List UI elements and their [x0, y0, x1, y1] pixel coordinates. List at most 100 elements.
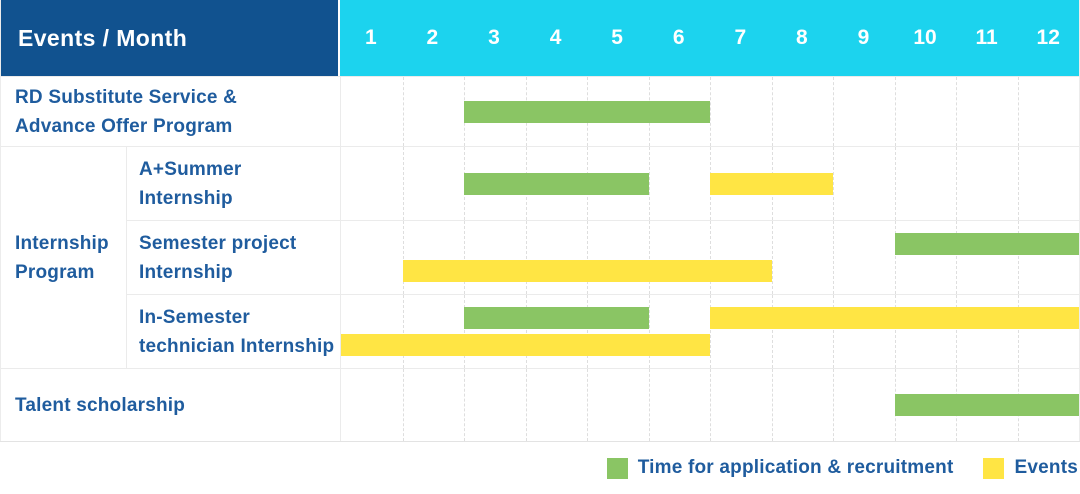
month-gridline [894, 77, 896, 146]
month-gridline [956, 295, 957, 368]
row-group-label-line: Program [15, 261, 95, 283]
month-header-2: 2 [426, 26, 439, 49]
month-header-12: 12 [1036, 26, 1060, 49]
gantt-row-a-plus-summer-internship [340, 146, 1079, 220]
bar-green-m3-m5 [464, 172, 649, 195]
month-gridline [648, 295, 650, 368]
row-label-in-semester-technician-internship: In-Semester technician Internship [126, 294, 341, 368]
gantt-row-rd-substitute-service [340, 76, 1079, 146]
row-label-line: In-Semester [139, 306, 250, 328]
legend-item-application: Time for application & recruitment [606, 457, 954, 479]
month-gridline [771, 77, 773, 146]
row-label-semester-project-internship: Semester project Internship [126, 220, 341, 294]
bar-yellow-m2-m7 [402, 260, 772, 282]
month-header-row: 1 2 3 4 5 6 7 8 9 10 11 12 [340, 0, 1079, 76]
month-gridline [771, 369, 773, 441]
row-label-line: Talent scholarship [15, 394, 186, 416]
month-header-11: 11 [975, 26, 998, 49]
row-group-label-line: Internship [15, 232, 109, 254]
month-gridline [648, 147, 650, 220]
bar-green-m3-m5 [464, 307, 649, 329]
row-label-line: RD Substitute Service & [15, 86, 238, 108]
bar-yellow-m7-m12 [710, 307, 1079, 329]
month-gridline [402, 369, 404, 441]
row-label-talent-scholarship: Talent scholarship [1, 368, 341, 441]
row-label-line: technician Internship [139, 335, 335, 357]
month-gridline [1017, 295, 1019, 368]
bar-green-m3-m6 [464, 100, 710, 123]
month-gridline [525, 221, 527, 294]
month-gridline [894, 147, 896, 220]
month-gridline [710, 77, 711, 146]
legend-label: Events [1014, 457, 1078, 478]
month-header-3: 3 [488, 26, 500, 49]
month-gridline [771, 295, 773, 368]
month-gridline [648, 221, 650, 294]
gantt-row-talent-scholarship [340, 368, 1079, 441]
legend-label: Time for application & recruitment [637, 457, 954, 478]
row-label-a-plus-summer-internship: A+Summer Internship [126, 146, 341, 220]
bar-green-m10-m12 [894, 233, 1079, 255]
month-header-10: 10 [913, 26, 937, 49]
chart-panel: 1 2 3 4 5 6 7 8 9 10 11 12 [340, 0, 1080, 441]
row-label-line: Internship [139, 261, 233, 283]
month-gridline [710, 295, 711, 368]
month-gridline [587, 369, 588, 441]
month-gridline [402, 221, 404, 294]
month-gridline [587, 295, 588, 368]
label-panel: Events / Month Internship Program RD Subst… [0, 0, 341, 441]
table-header-cell: Events / Month [1, 0, 341, 76]
month-header-5: 5 [611, 26, 623, 49]
month-gridline [402, 295, 404, 368]
month-gridline [587, 221, 588, 294]
legend-item-events: Events [983, 457, 1078, 479]
month-header-7: 7 [734, 26, 747, 49]
bar-yellow-m7-m8 [710, 172, 833, 195]
month-gridline [402, 147, 404, 220]
month-gridline [833, 147, 834, 220]
month-gridline [402, 77, 404, 146]
month-gridline [464, 369, 465, 441]
month-gridline [894, 295, 896, 368]
month-gridline [833, 295, 834, 368]
gantt-row-semester-project-internship [340, 220, 1079, 294]
month-gridline [833, 77, 834, 146]
gantt-row-in-semester-technician-internship [340, 294, 1079, 368]
legend-swatch-green [606, 457, 628, 479]
bar-yellow-m1-m6 [341, 334, 710, 356]
month-gridline [833, 221, 834, 294]
month-header-8: 8 [796, 26, 808, 49]
month-gridline [464, 221, 465, 294]
month-header-9: 9 [857, 26, 870, 49]
month-gridline [464, 295, 465, 368]
month-gridline [894, 221, 896, 294]
row-label-rd-substitute-service: RD Substitute Service & Advance Offer Pro… [1, 76, 341, 146]
month-header-1: 1 [364, 26, 377, 49]
month-gridline [1017, 77, 1019, 146]
month-gridline [956, 147, 957, 220]
month-gridline [525, 295, 527, 368]
month-gridline [771, 221, 773, 294]
bar-green-m10-m12 [894, 394, 1079, 416]
month-gridline [710, 369, 711, 441]
month-gridline [956, 77, 957, 146]
table-header-label: Events / Month [18, 24, 188, 51]
month-header-4: 4 [549, 26, 562, 49]
month-gridline [1017, 147, 1019, 220]
month-gridline [833, 369, 834, 441]
month-gridline [710, 221, 711, 294]
month-gridline [956, 221, 957, 294]
row-label-line: Internship [139, 187, 233, 209]
legend-swatch-yellow [983, 457, 1005, 479]
month-header-6: 6 [672, 26, 685, 49]
row-label-line: A+Summer [139, 158, 242, 180]
month-gridline [525, 369, 527, 441]
gantt-table: Events / Month Internship Program RD Subst… [0, 0, 1080, 442]
row-label-line: Semester project [139, 232, 297, 254]
row-label-line: Advance Offer Program [15, 115, 233, 137]
legend: Time for application & recruitment Events [591, 457, 1078, 479]
month-gridline [1017, 221, 1019, 294]
row-group-label-internship-program: Internship Program [1, 146, 126, 368]
month-gridline [648, 369, 650, 441]
